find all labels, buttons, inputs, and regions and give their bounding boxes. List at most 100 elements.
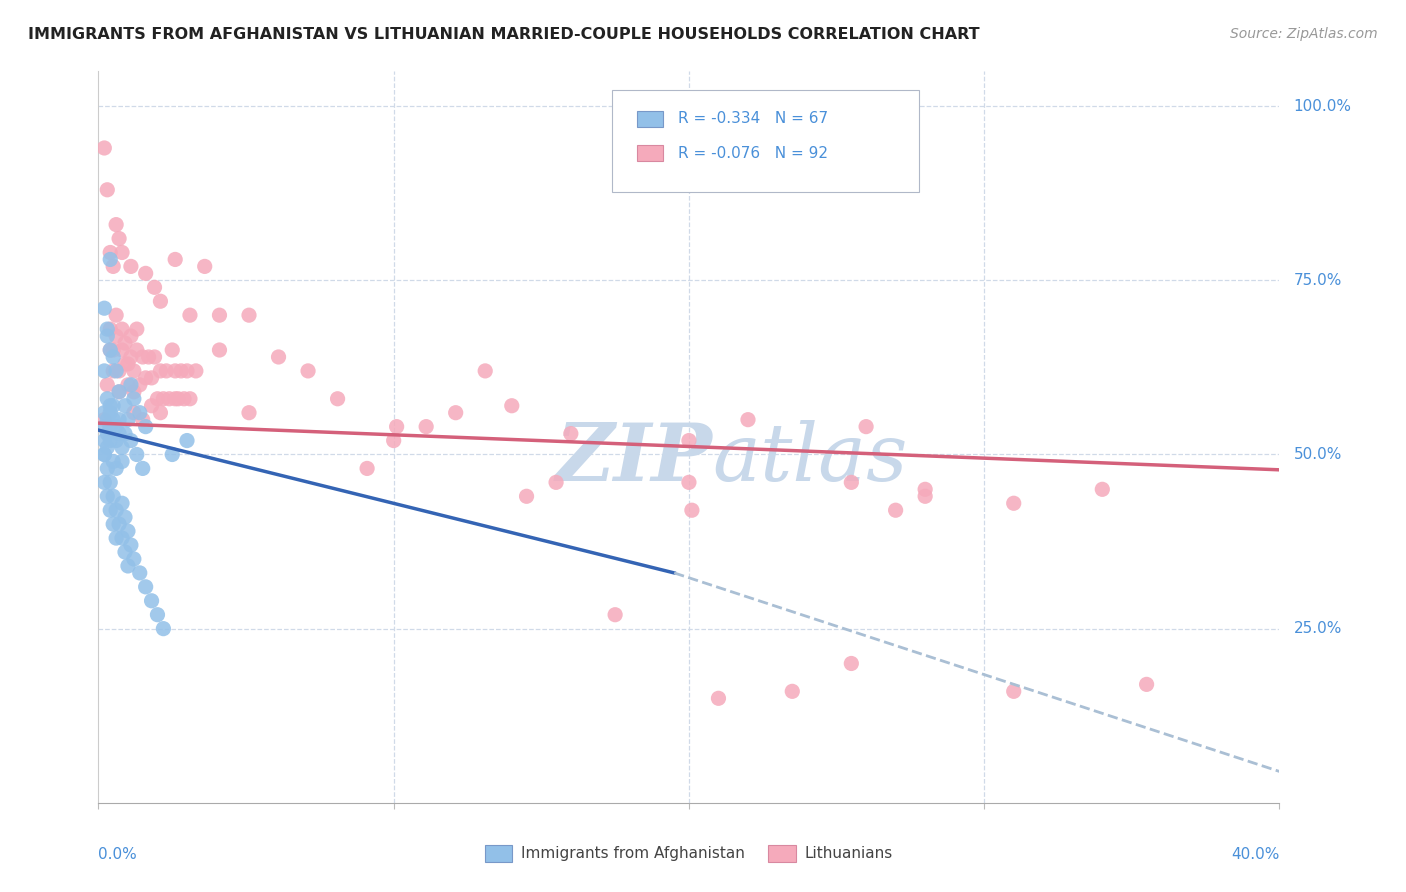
Point xyxy=(132,350,155,364)
Point xyxy=(93,364,115,378)
Point xyxy=(122,364,145,378)
Point xyxy=(141,399,163,413)
Point xyxy=(560,426,582,441)
Point xyxy=(105,364,128,378)
Point xyxy=(98,406,121,420)
Point xyxy=(114,357,136,371)
Point xyxy=(98,252,121,267)
Point xyxy=(125,448,148,462)
Point xyxy=(1135,677,1157,691)
Point xyxy=(93,434,115,448)
Point xyxy=(143,350,166,364)
Point xyxy=(167,392,190,406)
Point xyxy=(103,412,125,426)
Point xyxy=(103,454,125,468)
Point xyxy=(96,377,118,392)
Point xyxy=(105,434,128,448)
Point xyxy=(855,419,877,434)
Point xyxy=(120,434,142,448)
Point xyxy=(108,412,131,426)
Legend: Immigrants from Afghanistan, Lithuanians: Immigrants from Afghanistan, Lithuanians xyxy=(478,838,900,868)
Point xyxy=(103,489,125,503)
Point xyxy=(108,426,131,441)
Point xyxy=(208,343,231,357)
Point xyxy=(103,350,125,364)
Point xyxy=(96,183,118,197)
Point xyxy=(98,322,121,336)
Point xyxy=(103,517,125,532)
Text: IMMIGRANTS FROM AFGHANISTAN VS LITHUANIAN MARRIED-COUPLE HOUSEHOLDS CORRELATION : IMMIGRANTS FROM AFGHANISTAN VS LITHUANIA… xyxy=(28,27,980,42)
Point xyxy=(128,377,150,392)
Point xyxy=(98,434,121,448)
Point xyxy=(103,364,125,378)
Point xyxy=(93,406,115,420)
Point xyxy=(297,364,319,378)
Point xyxy=(98,343,121,357)
Point xyxy=(108,384,131,399)
Point xyxy=(96,461,118,475)
Point xyxy=(120,260,142,274)
Point xyxy=(170,364,193,378)
Point xyxy=(681,503,703,517)
Point xyxy=(179,392,201,406)
Point xyxy=(120,329,142,343)
Point xyxy=(122,384,145,399)
Point xyxy=(108,517,131,532)
Point xyxy=(165,252,187,267)
Point xyxy=(93,448,115,462)
Text: R = -0.076   N = 92: R = -0.076 N = 92 xyxy=(678,145,828,161)
Point xyxy=(914,483,936,497)
Point xyxy=(93,475,115,490)
Point xyxy=(474,364,496,378)
Point xyxy=(111,322,134,336)
Point xyxy=(98,503,121,517)
Point xyxy=(96,322,118,336)
Point xyxy=(415,419,437,434)
Point xyxy=(117,558,139,573)
Point xyxy=(111,454,134,468)
Point xyxy=(108,384,131,399)
Point xyxy=(1002,496,1025,510)
Point xyxy=(117,357,139,371)
Point xyxy=(165,392,187,406)
Point xyxy=(103,260,125,274)
Point xyxy=(114,545,136,559)
Point xyxy=(122,392,145,406)
Point xyxy=(105,531,128,545)
Point xyxy=(678,434,700,448)
Text: 75.0%: 75.0% xyxy=(1294,273,1341,288)
Text: 0.0%: 0.0% xyxy=(98,847,138,862)
Point xyxy=(544,475,567,490)
Point xyxy=(98,419,121,434)
Point xyxy=(105,329,128,343)
Point xyxy=(143,280,166,294)
Point xyxy=(120,538,142,552)
Point xyxy=(176,364,198,378)
Point xyxy=(103,399,125,413)
Point xyxy=(98,475,121,490)
Point xyxy=(138,350,160,364)
Point xyxy=(385,419,408,434)
Point xyxy=(114,510,136,524)
Point xyxy=(93,419,115,434)
Point xyxy=(605,607,627,622)
Point xyxy=(149,364,172,378)
Point xyxy=(96,392,118,406)
Point xyxy=(839,657,862,671)
Point xyxy=(132,412,155,426)
Point xyxy=(93,412,115,426)
Point xyxy=(105,461,128,475)
FancyBboxPatch shape xyxy=(612,90,920,192)
Point xyxy=(96,426,118,441)
Point xyxy=(184,364,207,378)
Point xyxy=(179,308,201,322)
Point xyxy=(326,392,349,406)
Point xyxy=(120,377,142,392)
Point xyxy=(135,419,157,434)
Text: 100.0%: 100.0% xyxy=(1294,99,1351,113)
Bar xyxy=(637,145,664,161)
Point xyxy=(105,308,128,322)
Point xyxy=(98,399,121,413)
Point xyxy=(146,607,169,622)
Text: 40.0%: 40.0% xyxy=(1232,847,1279,862)
